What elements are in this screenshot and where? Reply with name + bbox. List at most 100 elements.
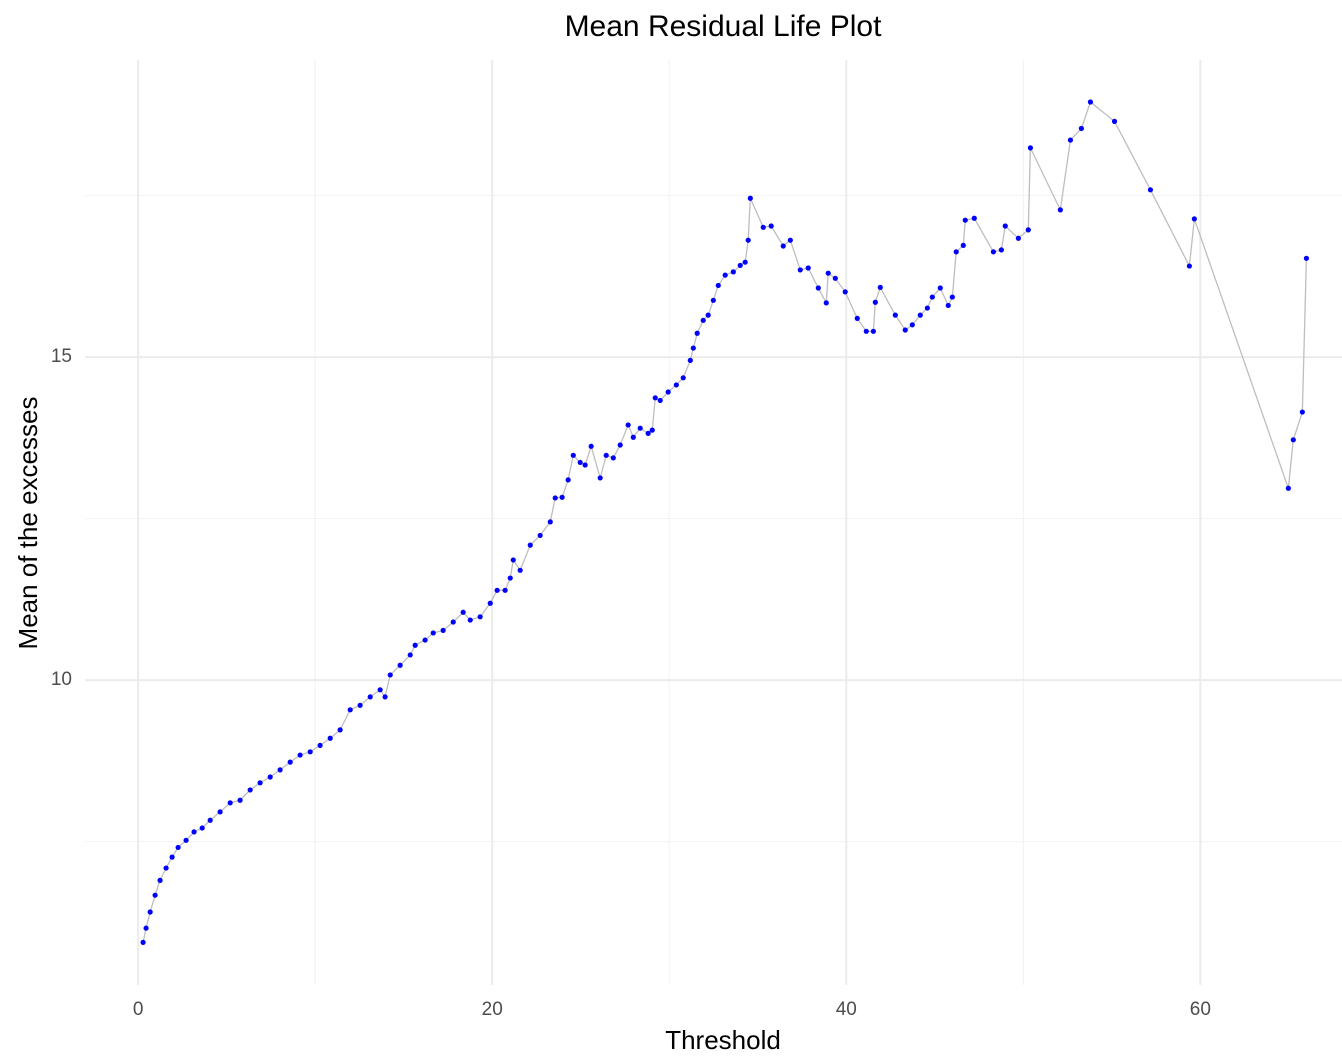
data-point xyxy=(297,752,303,758)
data-point xyxy=(1067,137,1074,143)
data-point xyxy=(217,809,223,815)
x-tick-label: 20 xyxy=(482,999,503,1020)
data-point xyxy=(617,442,623,448)
data-point xyxy=(902,327,908,333)
data-point xyxy=(625,422,631,428)
data-point xyxy=(382,694,388,700)
data-point xyxy=(377,687,383,693)
data-point xyxy=(710,297,716,303)
data-point xyxy=(502,587,508,593)
data-point xyxy=(1002,223,1008,229)
data-point xyxy=(960,242,966,248)
data-point xyxy=(422,637,428,643)
data-point xyxy=(147,909,153,915)
data-point xyxy=(854,315,860,321)
data-point xyxy=(367,694,373,700)
data-point xyxy=(953,249,959,255)
data-point xyxy=(510,557,516,563)
data-point xyxy=(745,237,751,243)
series-line xyxy=(142,100,1308,943)
data-point xyxy=(649,427,655,433)
data-point xyxy=(175,844,181,851)
data-point xyxy=(1303,255,1310,261)
data-point xyxy=(673,382,679,388)
data-point xyxy=(407,652,413,658)
data-point xyxy=(680,375,686,381)
data-point xyxy=(588,443,594,449)
data-point xyxy=(909,322,915,328)
data-point xyxy=(1290,437,1296,443)
data-point xyxy=(657,397,663,404)
data-point xyxy=(962,217,968,223)
data-point xyxy=(163,865,169,871)
data-point xyxy=(570,452,576,458)
data-point xyxy=(768,223,774,229)
data-point xyxy=(565,477,571,483)
data-point xyxy=(537,532,543,539)
data-point xyxy=(949,294,955,300)
data-point xyxy=(1015,235,1021,241)
data-point xyxy=(603,452,609,458)
data-point xyxy=(552,495,558,501)
data-point xyxy=(694,330,700,336)
data-point xyxy=(760,224,766,230)
data-point xyxy=(347,707,353,713)
data-point xyxy=(780,243,786,249)
data-point xyxy=(440,627,446,633)
data-point xyxy=(705,312,711,318)
chart-title: Mean Residual Life Plot xyxy=(565,10,883,43)
data-point xyxy=(1147,187,1154,193)
data-point xyxy=(870,328,876,334)
data-point xyxy=(247,787,253,793)
data-point xyxy=(207,817,213,823)
data-point xyxy=(337,727,343,733)
data-point xyxy=(1299,409,1305,415)
data-point xyxy=(742,259,748,265)
data-point xyxy=(892,312,898,318)
data-point xyxy=(1027,145,1034,151)
data-point xyxy=(140,939,146,945)
data-point xyxy=(327,735,333,741)
data-point xyxy=(730,269,736,275)
y-axis-label: Mean of the excesses xyxy=(13,397,43,650)
data-point xyxy=(747,195,753,201)
data-point xyxy=(637,425,643,431)
data-point xyxy=(277,767,283,773)
data-point xyxy=(597,475,603,481)
data-point xyxy=(924,305,930,311)
data-point xyxy=(527,542,533,548)
data-point xyxy=(169,854,175,860)
data-point xyxy=(1285,485,1291,491)
data-point xyxy=(227,800,233,806)
data-point xyxy=(787,237,793,243)
data-point xyxy=(412,642,418,648)
data-point xyxy=(971,215,977,221)
data-point xyxy=(507,575,513,581)
data-point xyxy=(307,749,313,755)
data-point xyxy=(1087,99,1094,105)
data-point xyxy=(990,249,997,255)
data-point xyxy=(722,272,728,278)
data-point xyxy=(877,284,883,290)
data-point xyxy=(494,587,500,593)
data-point xyxy=(237,797,243,803)
data-point xyxy=(582,462,588,468)
data-point xyxy=(183,837,189,843)
data-point xyxy=(547,519,553,525)
data-point xyxy=(998,247,1004,253)
data-point xyxy=(143,925,149,931)
data-point xyxy=(825,270,831,276)
data-point xyxy=(805,265,811,271)
data-point xyxy=(387,672,393,678)
data-point xyxy=(797,267,803,273)
data-point xyxy=(199,825,205,831)
data-point xyxy=(487,600,493,606)
data-point xyxy=(477,614,483,620)
data-point xyxy=(652,395,658,401)
data-point xyxy=(1111,118,1118,124)
data-point xyxy=(737,262,743,269)
data-point xyxy=(152,892,158,898)
data-point xyxy=(630,434,636,440)
data-point xyxy=(687,357,693,363)
